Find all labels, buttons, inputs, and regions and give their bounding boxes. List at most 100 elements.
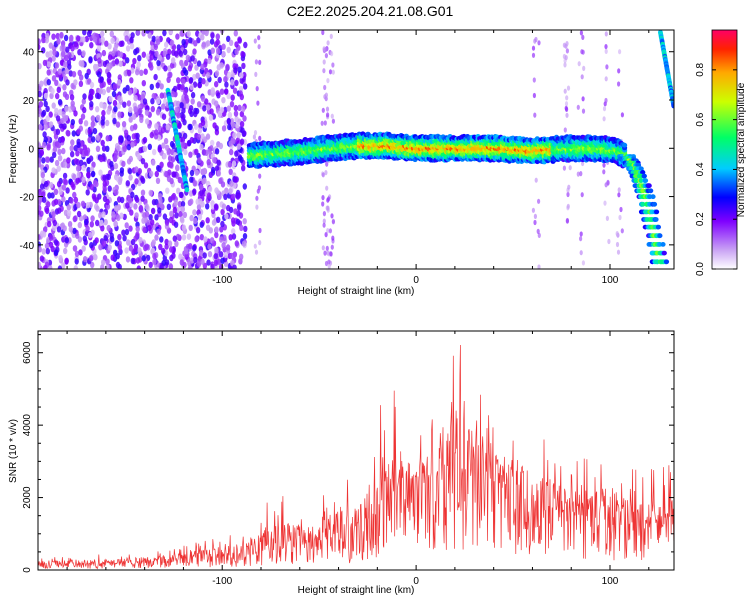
noise-speckle [43,92,49,100]
noise-speckle [142,145,148,152]
ridge-cell [651,201,658,207]
noise-speckle [90,88,95,96]
noise-speckle [230,79,235,86]
noise-speckle [115,121,121,128]
noise-speckle [154,129,159,136]
noise-speckle [178,253,183,260]
noise-speckle [156,108,161,115]
noise-speckle [93,65,98,72]
noise-speckle [144,211,150,218]
noise-speckle [195,72,200,79]
noise-speckle [186,233,192,240]
noise-speckle [148,189,153,197]
noise-speckle [228,234,233,241]
noise-speckle [105,135,110,142]
noise-speckle [125,180,130,187]
noise-speckle [48,111,53,118]
noise-speckle [137,55,142,62]
streak-speckle [565,48,570,54]
noise-speckle [122,235,127,242]
streak-speckle [581,160,585,167]
noise-speckle [76,171,82,178]
noise-speckle [70,181,75,188]
noise-speckle [46,79,51,86]
noise-speckle [55,128,61,135]
noise-speckle [101,81,106,88]
noise-speckle [112,83,118,90]
streak-speckle [330,113,334,119]
streak-speckle [330,213,334,219]
streak-speckle [581,96,585,102]
noise-speckle [102,174,107,181]
noise-speckle [100,139,105,147]
noise-speckle [210,263,215,269]
noise-speckle [52,219,57,227]
noise-speckle [115,253,120,260]
streak-speckle [324,92,328,98]
noise-speckle [145,118,150,125]
noise-speckle [145,30,150,34]
noise-speckle [43,180,49,188]
noise-speckle [107,244,112,251]
noise-speckle [99,155,104,163]
noise-speckle [70,139,75,146]
streak-speckle [253,243,257,249]
noise-speckle [170,90,176,98]
noise-speckle [100,119,105,126]
noise-speckle [85,189,90,196]
noise-speckle [180,200,186,208]
noise-speckle [232,87,238,94]
noise-speckle [236,143,241,150]
noise-speckle [166,203,172,210]
noise-speckle [212,157,217,164]
noise-speckle [177,201,183,208]
noise-speckle [117,74,123,81]
noise-speckle [150,219,155,226]
noise-speckle [118,60,123,67]
snr-y-tick-label: 6000 [22,341,33,364]
noise-speckle [58,255,63,262]
noise-speckle [140,175,145,183]
noise-speckle [88,255,94,262]
streak-speckle [620,112,625,118]
noise-speckle [182,119,187,126]
noise-speckle [189,214,194,222]
snr-y-tick-label: 2000 [22,486,33,509]
noise-speckle [227,111,233,119]
noise-speckle [38,90,42,98]
noise-speckle [89,81,95,89]
noise-speckle [173,199,178,206]
noise-speckle [76,201,81,209]
streak-speckle [323,84,327,91]
noise-speckle [70,151,75,158]
noise-speckle [158,243,163,251]
noise-speckle [199,221,204,228]
noise-speckle [137,247,142,254]
noise-speckle [46,61,52,68]
snr-y-tick-label: 0 [22,567,33,573]
noise-speckle [73,110,78,117]
noise-speckle [112,99,118,107]
noise-speckle [81,50,86,57]
noise-speckle [223,251,228,259]
streak-speckle [617,81,621,87]
noise-speckle [235,193,241,200]
noise-speckle [196,204,202,211]
noise-speckle [72,215,78,223]
noise-speckle [106,71,112,79]
noise-speckle [64,257,69,264]
noise-speckle [166,175,172,183]
noise-speckle [107,78,112,86]
streak-speckle [531,45,536,51]
noise-speckle [77,69,82,77]
noise-speckle [236,131,241,139]
noise-speckle [90,215,95,222]
noise-speckle [235,218,241,225]
noise-speckle [84,149,89,156]
streak-speckle [565,41,569,47]
noise-speckle [150,247,156,254]
noise-speckle [38,43,41,51]
noise-speckle [150,98,155,105]
noise-speckle [130,67,135,74]
noise-speckle [234,240,239,247]
